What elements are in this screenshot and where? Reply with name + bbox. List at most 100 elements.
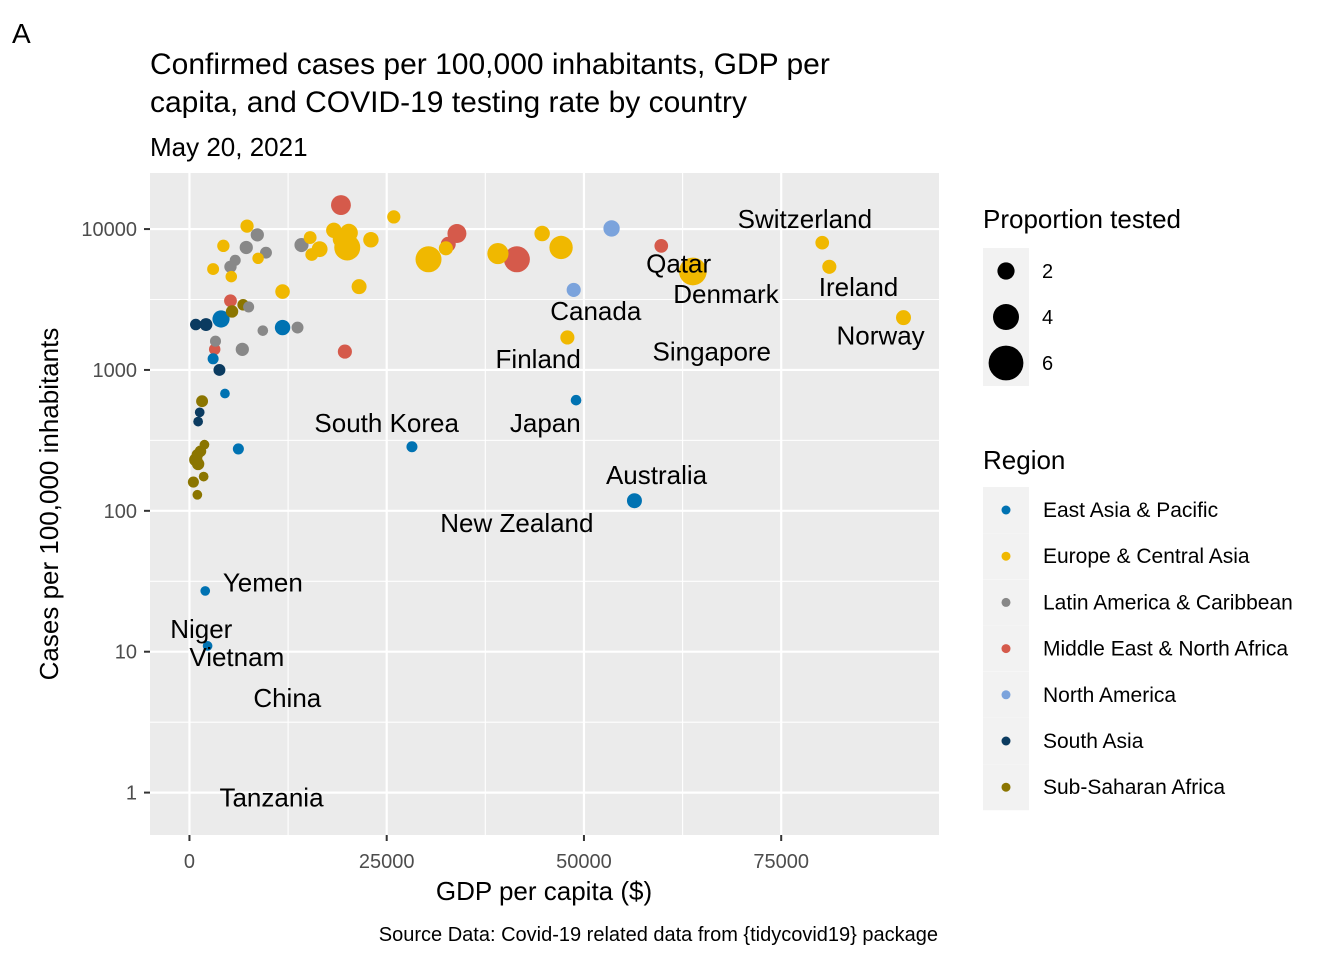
- chart-title-line-2: capita, and COVID-19 testing rate by cou…: [150, 86, 747, 119]
- data-point: [603, 220, 620, 237]
- data-point: [235, 342, 249, 356]
- data-point: [326, 222, 342, 239]
- data-point: [549, 235, 573, 260]
- x-axis-label: GDP per capita ($): [436, 876, 652, 906]
- size-legend-label: 2: [1042, 261, 1053, 283]
- data-point: [570, 394, 582, 406]
- data-point: [250, 228, 264, 242]
- size-legend-dot: [993, 304, 1019, 330]
- data-point: [225, 305, 239, 318]
- data-point: [822, 259, 837, 274]
- data-point: [213, 363, 226, 376]
- region-legend-label: Europe & Central Asia: [1043, 545, 1250, 568]
- size-legend-label: 4: [1042, 307, 1053, 329]
- country-label: Switzerland: [738, 204, 872, 234]
- data-point: [229, 254, 241, 266]
- data-point: [363, 232, 379, 248]
- size-legend-dot: [988, 345, 1024, 381]
- data-point: [187, 476, 199, 488]
- panel-tag: A: [12, 18, 31, 49]
- chart-title-line-1: Confirmed cases per 100,000 inhabitants,…: [150, 48, 830, 81]
- data-point: [438, 241, 453, 256]
- data-point: [487, 242, 509, 265]
- data-point: [294, 237, 309, 253]
- data-point: [225, 270, 238, 283]
- data-point: [239, 240, 253, 255]
- data-point: [207, 263, 220, 276]
- y-axis-ticks: 1 10 100 1000 10000: [81, 219, 150, 805]
- region-legend-label: South Asia: [1043, 730, 1144, 753]
- data-point: [199, 318, 213, 331]
- chart-subtitle: May 20, 2021: [150, 132, 308, 162]
- region-legend-title: Region: [983, 445, 1065, 475]
- country-label: Finland: [496, 344, 581, 374]
- size-legend-title: Proportion tested: [983, 204, 1181, 234]
- region-legend-dot: [1001, 644, 1011, 654]
- data-point: [198, 471, 209, 482]
- minor-gridlines: [150, 173, 939, 835]
- country-label: Norway: [837, 321, 925, 351]
- data-point: [337, 344, 352, 359]
- source-caption: Source Data: Covid-19 related data from …: [379, 924, 938, 946]
- data-point: [503, 246, 530, 273]
- data-point: [217, 239, 230, 253]
- x-tick-label: 25000: [359, 851, 415, 873]
- data-point: [224, 294, 237, 308]
- x-axis-ticks: 0 25000 50000 75000: [184, 835, 809, 873]
- size-legend: 2 4 6: [983, 248, 1053, 386]
- region-legend-dot: [1001, 736, 1011, 746]
- x-tick-label: 75000: [753, 851, 809, 873]
- data-point: [207, 353, 219, 365]
- plot-panel: [150, 173, 939, 835]
- x-tick-label: 0: [184, 851, 195, 873]
- data-point: [191, 457, 205, 471]
- data-point: [243, 301, 255, 313]
- data-point: [275, 284, 290, 299]
- data-point: [815, 235, 830, 250]
- data-point: [193, 416, 203, 427]
- data-point: [339, 223, 358, 242]
- data-points: [187, 195, 911, 651]
- data-point: [192, 489, 203, 500]
- country-label: Tanzania: [219, 783, 324, 813]
- region-legend-dot: [1001, 551, 1011, 561]
- country-label: Niger: [170, 614, 232, 644]
- country-label: Japan: [510, 408, 581, 438]
- data-point: [202, 641, 213, 651]
- country-label: New Zealand: [440, 508, 593, 538]
- x-tick-label: 50000: [556, 851, 612, 873]
- country-label: Yemen: [223, 567, 303, 597]
- y-tick-label: 100: [104, 501, 137, 523]
- data-point: [212, 310, 230, 328]
- data-point: [895, 310, 911, 326]
- data-point: [291, 321, 304, 334]
- region-legend-label: North America: [1043, 684, 1176, 707]
- size-legend-label: 6: [1042, 353, 1053, 375]
- data-point: [303, 231, 317, 244]
- data-point: [232, 443, 244, 455]
- region-legend-dot: [1001, 782, 1011, 792]
- data-point: [560, 330, 575, 345]
- y-tick-label: 1000: [93, 360, 138, 382]
- country-label: Australia: [606, 460, 708, 490]
- data-point: [190, 318, 202, 331]
- region-legend-label: Latin America & Caribbean: [1043, 591, 1293, 614]
- data-point: [274, 319, 291, 336]
- y-tick-label: 10: [115, 642, 137, 664]
- country-label: Canada: [550, 296, 642, 326]
- region-legend-label: East Asia & Pacific: [1043, 499, 1218, 522]
- data-point: [196, 395, 209, 408]
- region-legend: East Asia & Pacific Europe & Central Asia…: [983, 487, 1293, 811]
- country-label: Qatar: [646, 248, 711, 278]
- data-point: [415, 246, 442, 273]
- data-point: [208, 343, 221, 356]
- region-legend-dot: [1001, 690, 1011, 700]
- data-point: [351, 279, 367, 295]
- data-point: [199, 439, 210, 450]
- country-label: Vietnam: [189, 642, 284, 672]
- data-point: [387, 210, 401, 224]
- region-legend-dot: [1001, 597, 1011, 607]
- data-point: [257, 325, 269, 336]
